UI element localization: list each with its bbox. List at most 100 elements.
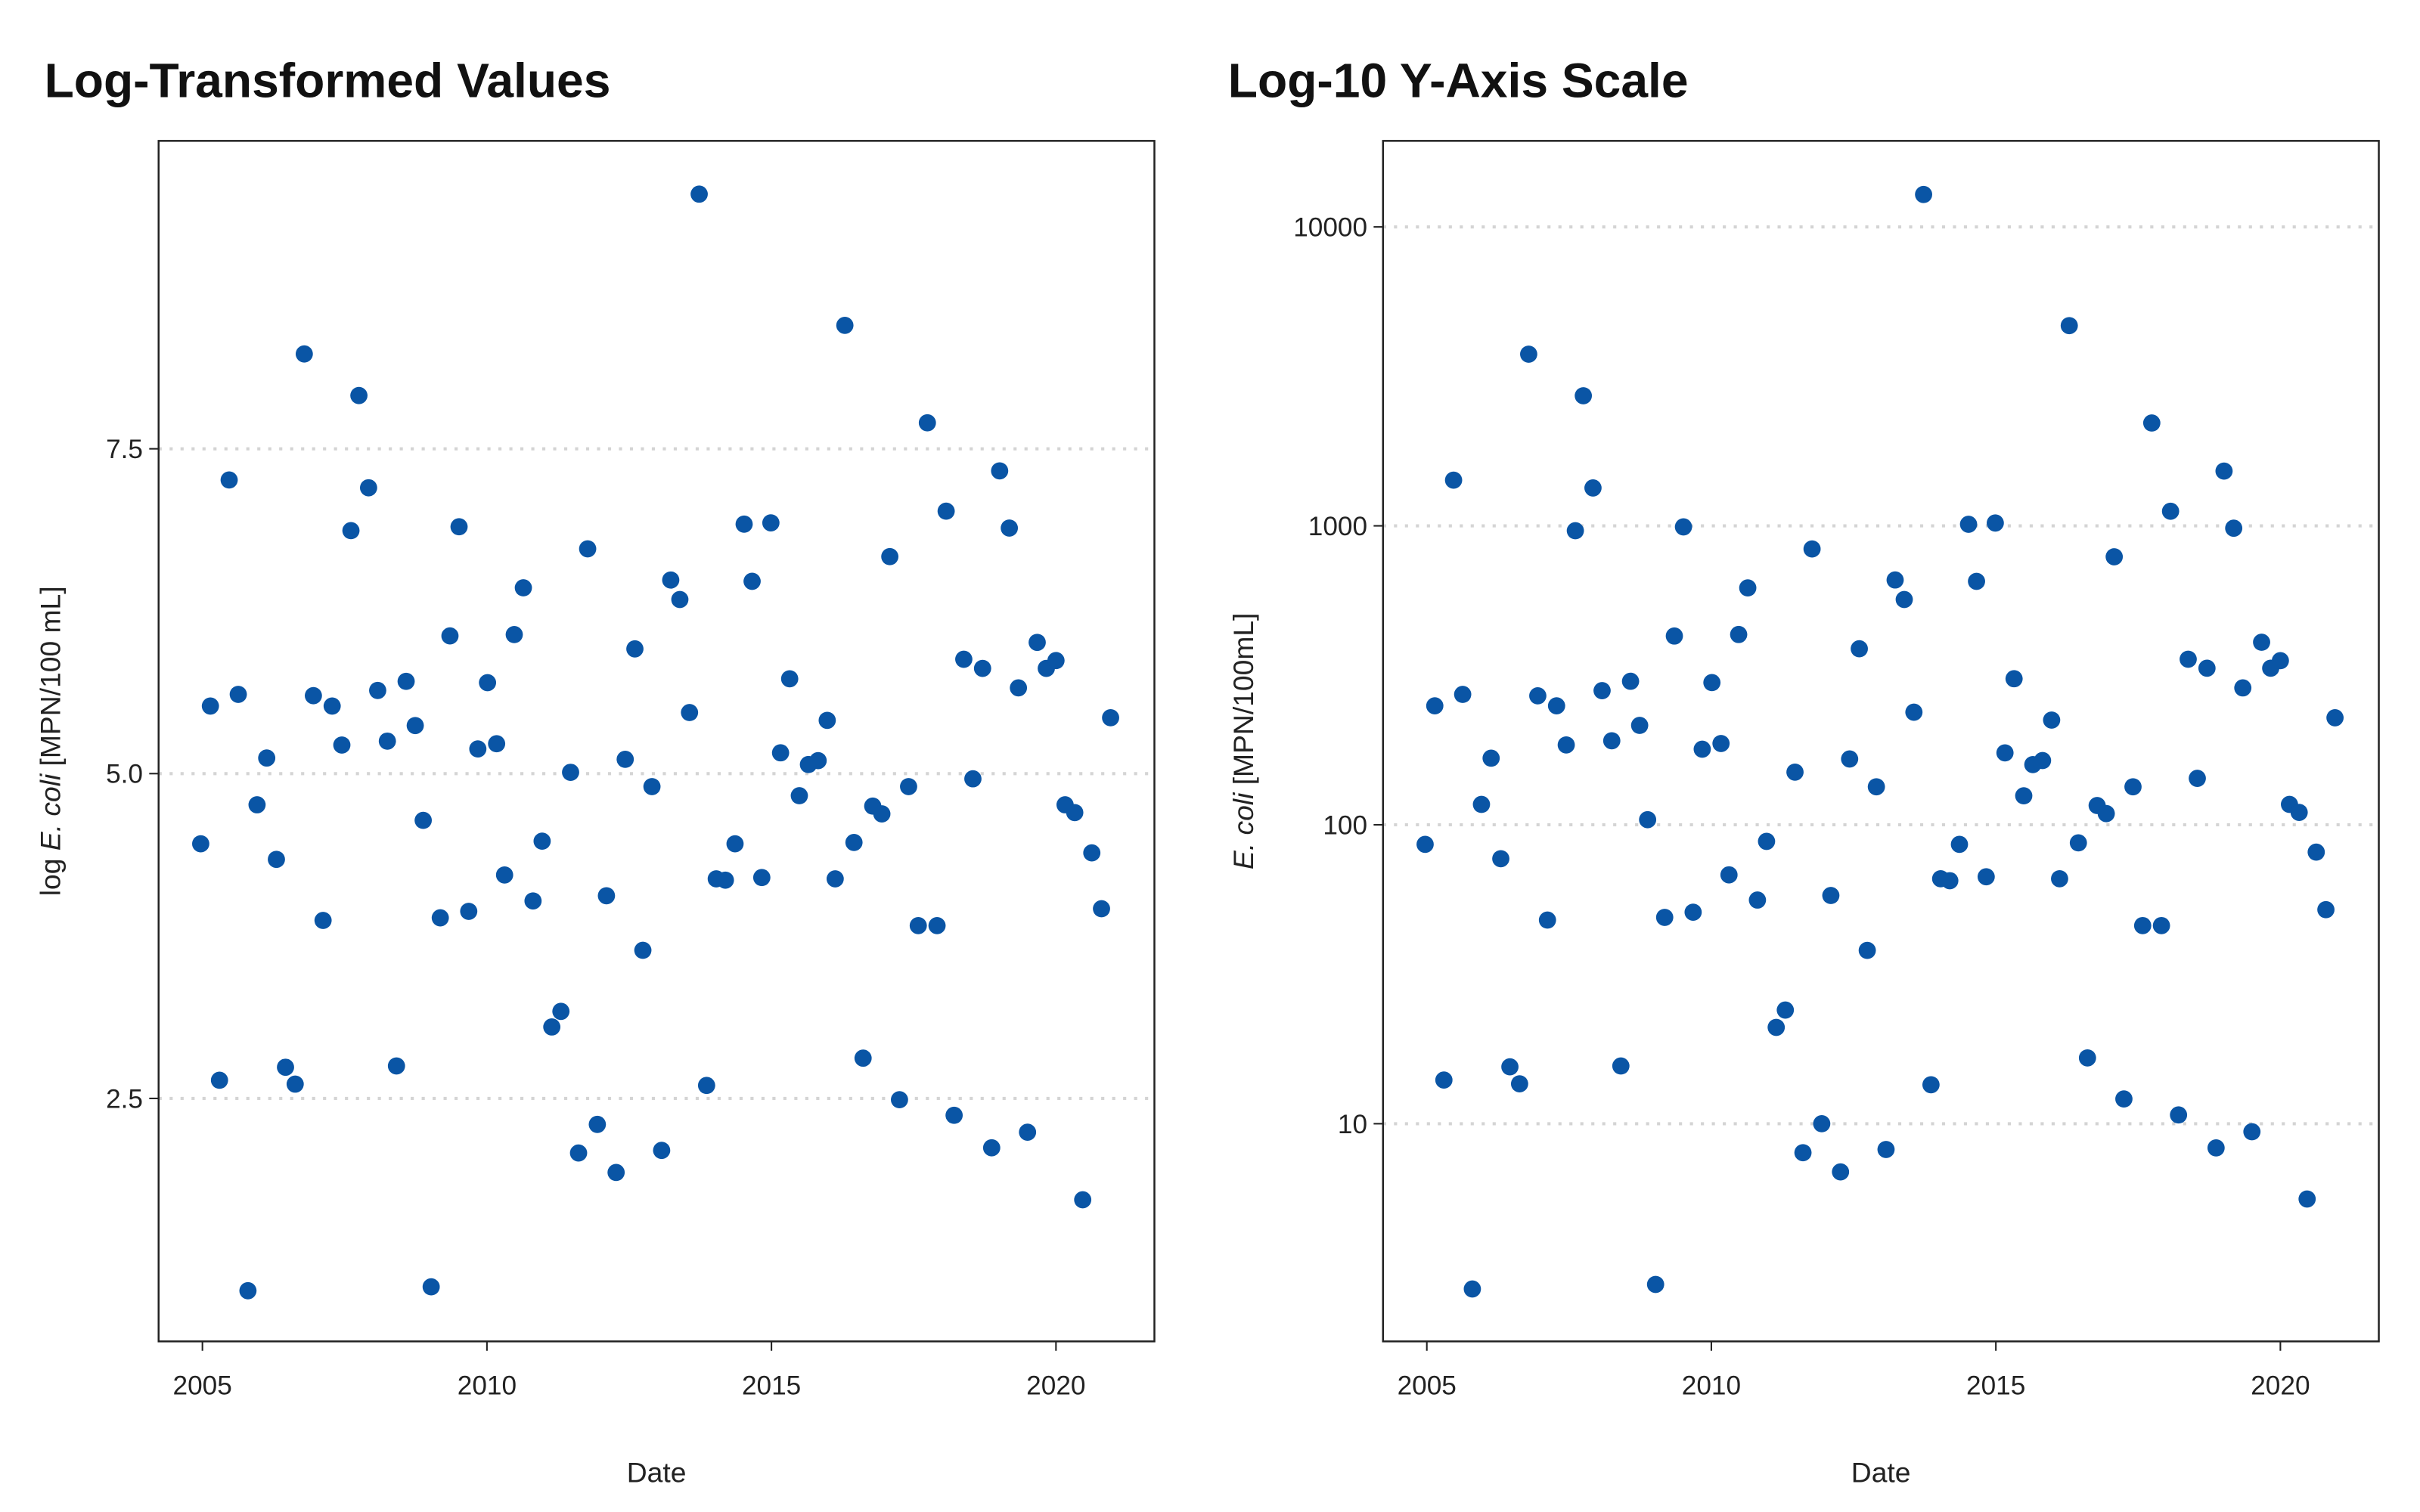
y-tick-label: 10 [1338, 1110, 1367, 1139]
point [488, 735, 506, 753]
point [1941, 872, 1959, 890]
plot-frame [1382, 140, 2380, 1343]
point [1794, 1144, 1812, 1162]
x-tick-label: 2005 [1398, 1371, 1457, 1401]
point [1877, 1141, 1895, 1158]
point [450, 518, 468, 536]
point [1959, 516, 1978, 533]
point [210, 1071, 228, 1089]
point [809, 751, 827, 770]
y-tick-label: 7.5 [106, 435, 143, 464]
point [681, 704, 699, 721]
point [2225, 519, 2243, 538]
point [1584, 479, 1602, 497]
point [743, 572, 761, 590]
point [2234, 679, 2252, 697]
point [2015, 787, 2033, 805]
point [2097, 804, 2115, 823]
point [1915, 185, 1932, 203]
point [928, 916, 946, 934]
plot-frame [157, 140, 1156, 1343]
point [359, 479, 377, 497]
point [2198, 659, 2216, 677]
y-axis-label-part: E. coli [1227, 792, 1259, 869]
point [790, 787, 808, 804]
point [397, 672, 415, 690]
point [1786, 763, 1804, 781]
point [2215, 462, 2233, 480]
point [891, 1091, 908, 1109]
point [607, 1163, 625, 1182]
point [2005, 670, 2023, 688]
point [1566, 522, 1584, 540]
point [1639, 810, 1657, 829]
chart-title: Log-Transformed Values [45, 53, 611, 107]
x-tick-label: 2015 [1966, 1371, 2025, 1401]
point [690, 185, 708, 203]
point [533, 832, 551, 850]
point [1529, 687, 1547, 705]
point [1083, 844, 1101, 862]
point [295, 345, 313, 363]
chart-panel: Log-Transformed Values 2.5 5.0 7.5 2005 2010 2… [34, 53, 1156, 1489]
y-axis-label: log E. coli [MPN/100 mL] [34, 586, 66, 896]
point [1093, 900, 1110, 918]
point [881, 547, 899, 565]
point [1968, 572, 1985, 590]
point [1454, 686, 1472, 703]
y-tick-label: 1000 [1308, 512, 1367, 541]
point [1895, 590, 1913, 609]
point [579, 540, 597, 558]
point [1463, 1280, 1481, 1298]
point [1047, 652, 1065, 670]
point [616, 751, 634, 768]
point [422, 1278, 440, 1296]
y-tick-label: 10000 [1293, 213, 1367, 243]
point [2271, 652, 2289, 670]
point [1758, 832, 1776, 850]
point [1803, 540, 1821, 558]
point [1482, 749, 1500, 767]
point [955, 650, 973, 668]
point [569, 1144, 588, 1162]
point [1593, 682, 1611, 699]
point [524, 892, 542, 910]
point [1612, 1057, 1630, 1075]
point [626, 640, 644, 658]
y-axis-label-part: [MPN/100 mL] [34, 586, 66, 773]
point [479, 674, 497, 692]
point [1019, 1123, 1037, 1142]
point [1066, 804, 1084, 822]
point [514, 579, 532, 596]
point [1102, 709, 1119, 727]
point [1730, 625, 1748, 643]
point [1501, 1058, 1519, 1076]
x-axis-label: Date [627, 1457, 687, 1489]
point [1841, 750, 1859, 768]
chart-title: Log-10 Y-Axis Scale [1228, 53, 1689, 107]
point [634, 941, 652, 959]
point [414, 811, 433, 829]
point [1886, 571, 1904, 589]
x-axis-label: Date [1851, 1457, 1911, 1489]
point [1557, 736, 1575, 754]
point [1001, 519, 1019, 537]
point [1547, 697, 1565, 715]
point [1028, 634, 1046, 652]
point [1472, 795, 1491, 813]
point [982, 1139, 1001, 1157]
point [323, 697, 341, 715]
point [1851, 640, 1868, 658]
point [286, 1075, 304, 1093]
point [505, 626, 523, 643]
point [2290, 804, 2308, 821]
point [1822, 887, 1840, 904]
point [1767, 1018, 1786, 1036]
point [2051, 869, 2068, 888]
point [1832, 1163, 1850, 1181]
point [201, 697, 219, 715]
point [460, 903, 478, 920]
point [854, 1049, 872, 1067]
point [1538, 911, 1556, 929]
